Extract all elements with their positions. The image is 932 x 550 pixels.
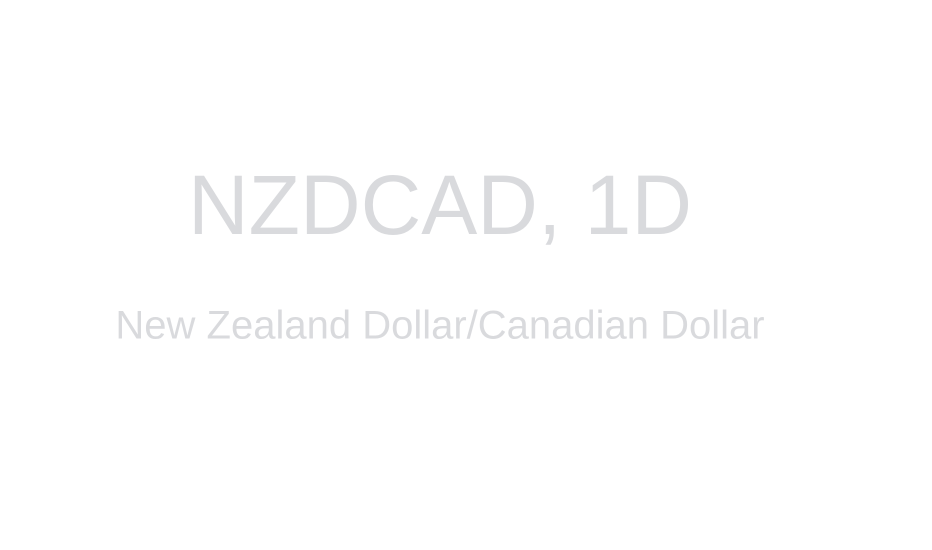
- watermark-symbol: NZDCAD, 1D: [188, 158, 692, 252]
- watermark-description: New Zealand Dollar/Canadian Dollar: [115, 304, 764, 348]
